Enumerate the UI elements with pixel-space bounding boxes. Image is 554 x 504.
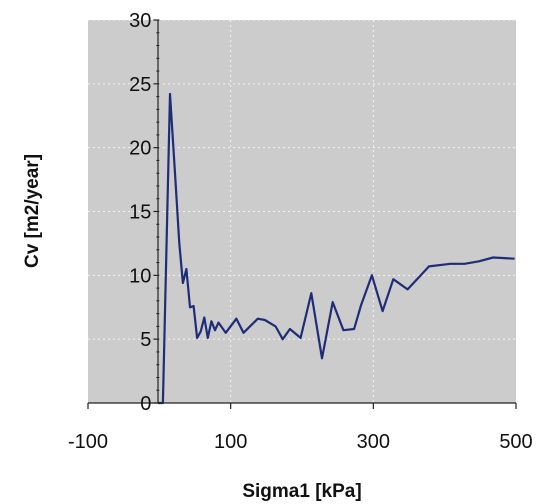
y-tick-label: 0	[140, 393, 151, 415]
data-series	[157, 92, 515, 405]
x-tick-label: -100	[68, 431, 108, 453]
y-axis-title: Cv [m2/year]	[22, 154, 43, 268]
x-axis-ticks: -100 100 300 500	[68, 403, 533, 453]
y-tick-label: 30	[129, 10, 151, 32]
series-line	[157, 92, 515, 405]
x-tick-label: 500	[499, 431, 532, 453]
y-tick-label: 20	[129, 138, 151, 160]
y-axis-ticks: 0 5 10 15 20 25 30	[129, 10, 160, 415]
y-tick-label: 5	[140, 329, 151, 351]
y-tick-label: 25	[129, 74, 151, 96]
y-tick-label: 15	[129, 202, 151, 224]
x-tick-label: 300	[357, 431, 390, 453]
y-tick-label: 10	[129, 265, 151, 287]
x-axis-title: Sigma1 [kPa]	[242, 481, 361, 502]
plot-area	[88, 20, 516, 403]
x-tick-label: 100	[214, 431, 247, 453]
